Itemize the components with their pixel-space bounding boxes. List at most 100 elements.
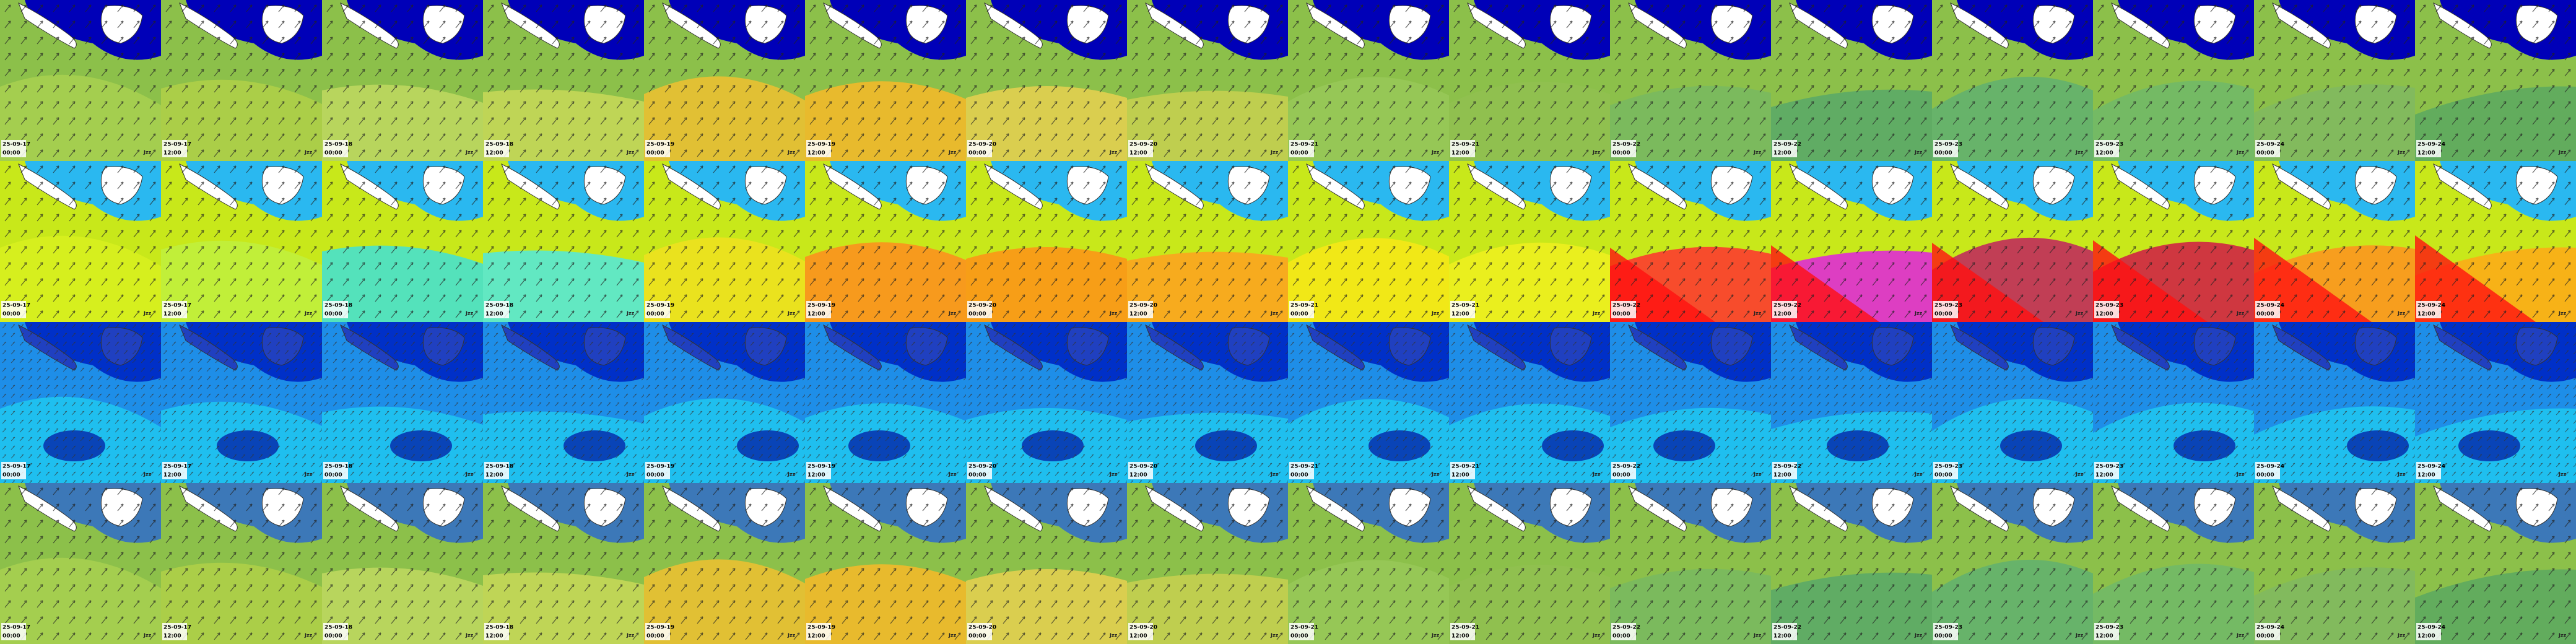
- watermark: Jzz: [1109, 633, 1118, 638]
- watermark: Jzz: [787, 311, 796, 316]
- map-tile: 25-09-20 00:00 Jzz: [966, 161, 1127, 322]
- wind-arrows: [1127, 161, 1288, 322]
- label-box: [967, 462, 992, 479]
- watermark: Jzz: [1109, 150, 1118, 155]
- watermark: Jzz: [1431, 472, 1440, 477]
- wind-arrows: [1449, 483, 1610, 644]
- watermark: Jzz: [304, 311, 313, 316]
- label-box: [2416, 462, 2441, 479]
- tile-time: 12:00: [2417, 311, 2435, 318]
- map-tile: 25-09-18 12:00 Jzz: [483, 161, 644, 322]
- wind-arrows: [644, 483, 805, 644]
- watermark: Jzz: [304, 150, 313, 155]
- tile-time: 12:00: [2417, 472, 2435, 479]
- tile-time: 00:00: [324, 633, 342, 640]
- tile-time: 00:00: [1612, 150, 1630, 157]
- tile-date: 25-09-22: [1773, 142, 1801, 148]
- wind-arrows: [2093, 161, 2254, 322]
- watermark: Jzz: [143, 472, 152, 477]
- map-tile: 25-09-24 00:00 Jzz: [2254, 0, 2415, 161]
- watermark: Jzz: [1431, 311, 1440, 316]
- tile-date: 25-09-23: [1934, 303, 1962, 309]
- label-box: [806, 140, 831, 157]
- label-box: [1933, 462, 1958, 479]
- label-box: [1289, 623, 1314, 640]
- tile-date: 25-09-22: [1612, 142, 1640, 148]
- wind-arrows: [2093, 322, 2254, 483]
- watermark: Jzz: [2236, 150, 2245, 155]
- tile-date: 25-09-22: [1612, 303, 1640, 309]
- tile-date: 25-09-23: [2095, 625, 2123, 631]
- watermark: Jzz: [1753, 311, 1762, 316]
- tile-date: 25-09-21: [1451, 464, 1479, 470]
- tile-date: 25-09-24: [2417, 625, 2445, 631]
- watermark: Jzz: [2397, 633, 2406, 638]
- map-tile: 25-09-22 12:00 Jzz: [1771, 483, 1932, 644]
- label-box: [1450, 623, 1475, 640]
- tile-time: 00:00: [968, 472, 986, 479]
- watermark: Jzz: [2236, 472, 2245, 477]
- wind-arrows: [1449, 0, 1610, 161]
- map-tile: 25-09-23 00:00 Jzz: [1932, 322, 2093, 483]
- tile-time: 12:00: [2095, 472, 2113, 479]
- label-box: [1, 301, 26, 318]
- map-tile: 25-09-22 00:00 Jzz: [1610, 483, 1771, 644]
- watermark: Jzz: [2558, 633, 2567, 638]
- wind-arrows: [161, 0, 322, 161]
- label-box: [1450, 140, 1475, 157]
- tile-time: 12:00: [807, 311, 825, 318]
- tile-date: 25-09-19: [807, 142, 835, 148]
- label-box: [1772, 623, 1797, 640]
- label-box: [162, 301, 187, 318]
- wind-arrows: [322, 322, 483, 483]
- watermark: Jzz: [2075, 472, 2084, 477]
- tile-time: 12:00: [807, 472, 825, 479]
- watermark: Jzz: [2558, 150, 2567, 155]
- tile-date: 25-09-17: [163, 464, 191, 470]
- wind-arrows: [966, 0, 1127, 161]
- map-tile: 25-09-19 00:00 Jzz: [644, 483, 805, 644]
- tile-time: 00:00: [646, 633, 664, 640]
- label-box: [2094, 623, 2119, 640]
- tile-time: 00:00: [324, 150, 342, 157]
- wind-arrows: [2093, 483, 2254, 644]
- tile-date: 25-09-18: [324, 142, 352, 148]
- watermark: Jzz: [948, 150, 957, 155]
- wind-arrows: [966, 161, 1127, 322]
- tile-time: 00:00: [1612, 472, 1630, 479]
- tile-date: 25-09-20: [968, 142, 996, 148]
- watermark: Jzz: [465, 472, 474, 477]
- label-box: [1450, 462, 1475, 479]
- tile-date: 25-09-18: [324, 625, 352, 631]
- wind-arrows: [483, 483, 644, 644]
- label-box: [806, 623, 831, 640]
- tile-date: 25-09-21: [1451, 625, 1479, 631]
- label-box: [1611, 623, 1636, 640]
- map-tile: 25-09-21 12:00 Jzz: [1449, 161, 1610, 322]
- wind-arrows: [322, 0, 483, 161]
- map-tile: 25-09-23 00:00 Jzz: [1932, 483, 2093, 644]
- map-tile: 25-09-21 00:00 Jzz: [1288, 0, 1449, 161]
- tile-time: 00:00: [646, 472, 664, 479]
- wind-arrows: [2254, 161, 2415, 322]
- tile-time: 00:00: [2, 150, 20, 157]
- wind-arrows: [483, 161, 644, 322]
- tile-time: 12:00: [1773, 472, 1791, 479]
- watermark: Jzz: [1753, 472, 1762, 477]
- wind-arrows: [1288, 161, 1449, 322]
- map-tile: 25-09-20 12:00 Jzz: [1127, 161, 1288, 322]
- wind-arrows: [966, 322, 1127, 483]
- tile-time: 12:00: [163, 633, 181, 640]
- map-tile: 25-09-19 12:00 Jzz: [805, 161, 966, 322]
- wind-arrows: [1932, 483, 2093, 644]
- tile-time: 00:00: [2, 311, 20, 318]
- wind-arrows: [1932, 161, 2093, 322]
- map-tile: 25-09-21 12:00 Jzz: [1449, 0, 1610, 161]
- tile-time: 12:00: [2095, 633, 2113, 640]
- tile-time: 00:00: [646, 311, 664, 318]
- tile-time: 00:00: [2256, 311, 2274, 318]
- watermark: Jzz: [1914, 633, 1923, 638]
- watermark: Jzz: [304, 633, 313, 638]
- watermark: Jzz: [2397, 311, 2406, 316]
- tile-time: 00:00: [1290, 633, 1308, 640]
